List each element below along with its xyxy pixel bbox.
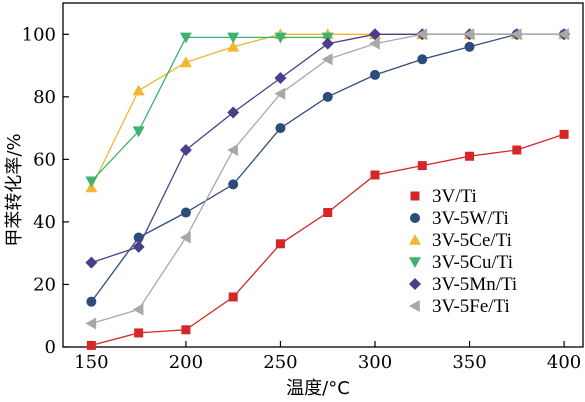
data-point (463, 28, 475, 41)
legend: 3V/Ti3V-5W/Ti3V-5Ce/Ti3V-5Cu/Ti3V-5Mn/Ti… (409, 186, 517, 317)
x-tick-label: 350 (452, 352, 486, 373)
data-point (274, 72, 287, 85)
data-point (370, 69, 380, 80)
series-3v-5cu-ti (85, 32, 334, 188)
data-point (86, 296, 97, 307)
data-point (228, 179, 239, 190)
data-point (275, 239, 285, 249)
data-point (179, 56, 192, 68)
series-line (90, 36, 328, 182)
y-tick-label: 0 (45, 337, 56, 358)
x-tick-label: 400 (547, 352, 581, 373)
y-axis-title: 甲苯转化率/% (4, 133, 25, 246)
data-point (369, 28, 381, 41)
data-point (132, 303, 144, 316)
y-tick-label: 40 (33, 212, 56, 233)
legend-entry: 3V-5Fe/Ti (409, 296, 510, 317)
legend-label: 3V-5Ce/Ti (432, 230, 512, 251)
data-point (85, 317, 97, 330)
legend-marker (410, 191, 420, 201)
data-point (417, 161, 427, 171)
data-point (180, 207, 191, 218)
legend-label: 3V-5Fe/Ti (432, 296, 510, 317)
data-point (370, 170, 380, 180)
data-point (510, 28, 522, 41)
legend-marker (409, 234, 421, 245)
data-point (227, 32, 240, 44)
data-point (85, 256, 98, 269)
legend-entry: 3V-5Ce/Ti (409, 230, 512, 251)
data-point (323, 208, 333, 218)
data-point (465, 151, 475, 161)
legend-label: 3V/Ti (432, 186, 477, 207)
series-3v-5fe-ti (85, 28, 569, 330)
data-point (559, 129, 569, 139)
x-tick-label: 300 (358, 352, 392, 373)
x-tick-label: 200 (169, 352, 203, 373)
legend-marker (409, 257, 421, 268)
data-point (179, 231, 191, 244)
legend-marker (409, 278, 421, 290)
data-point (512, 145, 522, 155)
y-tick-label: 20 (33, 274, 56, 295)
data-point (133, 232, 144, 243)
y-tick-label: 60 (33, 149, 56, 170)
data-point (417, 54, 428, 65)
data-point (227, 143, 238, 156)
data-point (321, 53, 333, 66)
legend-entry: 3V-5Mn/Ti (409, 274, 517, 295)
data-point (181, 325, 191, 335)
legend-label: 3V-5Cu/Ti (432, 252, 513, 273)
y-tick-label: 80 (33, 87, 56, 108)
data-point (132, 84, 145, 96)
data-point (321, 37, 334, 50)
data-point (275, 123, 286, 134)
data-point (369, 37, 380, 50)
series-3v-ti (86, 129, 569, 350)
data-point (274, 87, 286, 100)
data-point (179, 143, 192, 156)
y-tick-label: 100 (22, 24, 56, 45)
data-point (558, 28, 569, 41)
series-3v-5ce-ti (85, 28, 571, 193)
legend-label: 3V-5Mn/Ti (432, 274, 517, 295)
series-3v-5w-ti (86, 29, 570, 307)
plot-area: 150 200 250 300 350 400 0 20 40 60 80 100 (22, 2, 584, 373)
x-axis-title: 温度/°C (286, 378, 350, 399)
plot-frame (62, 2, 584, 348)
data-point (322, 91, 333, 102)
data-point (228, 292, 238, 302)
data-point (134, 328, 144, 338)
x-tick-label: 250 (263, 352, 297, 373)
data-point (227, 106, 240, 119)
legend-entry: 3V-5Cu/Ti (409, 252, 513, 273)
legend-label: 3V-5W/Ti (432, 208, 509, 229)
data-point (86, 340, 96, 350)
data-point (132, 240, 145, 253)
legend-entry: 3V/Ti (410, 186, 477, 207)
x-tick-label: 150 (74, 352, 108, 373)
data-point (132, 126, 145, 138)
data-point (416, 28, 428, 41)
data-point (179, 32, 192, 44)
data-point (227, 40, 240, 52)
data-point (274, 32, 287, 44)
legend-marker (409, 300, 420, 312)
legend-entry: 3V-5W/Ti (410, 208, 509, 229)
data-point (85, 176, 98, 188)
data-point (464, 41, 475, 52)
legend-marker (410, 213, 420, 223)
